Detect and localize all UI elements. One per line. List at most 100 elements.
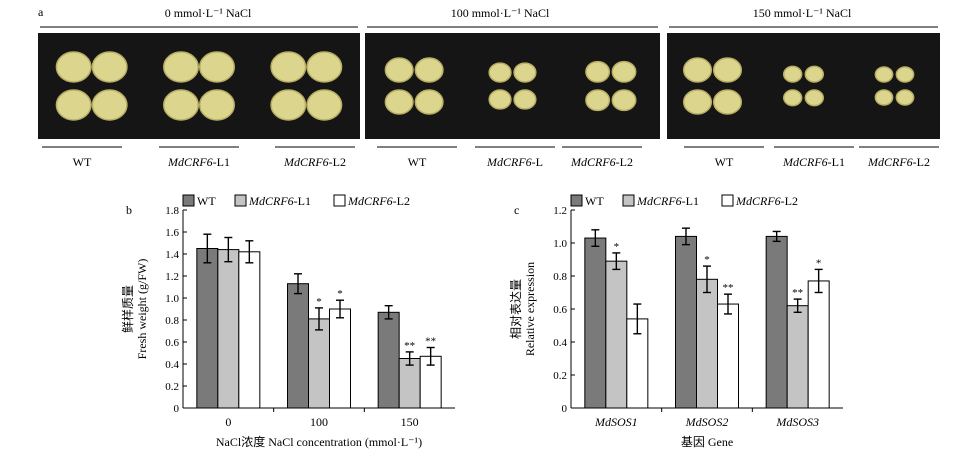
bar: [287, 283, 309, 409]
genotype-label: MdCRF6-L2: [570, 155, 633, 169]
genotype-label: WT: [408, 155, 427, 169]
x-axis-label: 基因 Gene: [681, 435, 733, 449]
bar: [377, 311, 400, 409]
callus-piece: [782, 65, 803, 83]
y-tick-label: 1.6: [165, 227, 179, 239]
genotype-label: MdCRF6-L2: [283, 155, 346, 169]
genotype-label: MdCRF6-L1: [167, 155, 230, 169]
callus-piece: [199, 89, 235, 121]
callus-piece: [804, 65, 825, 83]
bar: [238, 251, 261, 409]
significance-marker: *: [704, 254, 710, 266]
y-tick-label: 0.2: [553, 370, 567, 382]
legend-label: WT: [585, 194, 604, 208]
bar: [329, 308, 351, 409]
y-axis-label: Fresh weight (g/FW): [135, 259, 149, 360]
callus-piece: [91, 89, 128, 121]
callus-piece: [270, 51, 307, 83]
bar: [696, 278, 718, 409]
y-tick-label: 1.4: [165, 249, 179, 261]
x-tick-label: MdSOS3: [775, 415, 819, 429]
callus-piece: [199, 51, 235, 83]
legend-label: WT: [197, 194, 216, 208]
callus-piece: [55, 51, 92, 83]
y-axis-label: Relative expression: [523, 262, 537, 356]
callus-piece: [611, 60, 637, 83]
legend-swatch: [622, 194, 635, 207]
bar: [675, 235, 697, 409]
legend-swatch: [570, 194, 583, 207]
significance-marker: **: [404, 340, 415, 352]
y-axis-label-cn: 鲜样质量: [120, 285, 135, 333]
bar: [196, 248, 219, 409]
significance-marker: **: [792, 287, 803, 299]
significance-marker: *: [816, 257, 822, 269]
x-tick-label: MdSOS2: [685, 415, 729, 429]
panel-a-label: a: [38, 5, 44, 19]
callus-photo-0: [38, 33, 360, 139]
callus-piece: [306, 89, 343, 121]
significance-marker: **: [425, 336, 436, 348]
y-tick-label: 0.6: [165, 337, 179, 349]
callus-piece: [384, 57, 414, 83]
significance-marker: *: [316, 296, 322, 308]
condition-title-1: 100 mmol·L⁻¹ NaCl: [451, 6, 550, 20]
callus-piece: [874, 89, 894, 106]
y-tick-label: 1.2: [553, 205, 567, 217]
callus-photo-2: [667, 33, 940, 139]
fresh-weight-chart: b WT MdCRF6-L1 MdCRF6-L2 0 0.2 0.4 0.6 0.8 1.0 1.2…: [120, 194, 455, 449]
callus-piece: [306, 51, 343, 83]
callus-piece: [804, 89, 825, 107]
callus-piece: [414, 57, 444, 83]
x-axis-label: NaCl浓度 NaCl concentration (mmol·L⁻¹): [216, 434, 422, 449]
callus-piece: [384, 89, 414, 115]
callus-photo-1: [365, 33, 660, 139]
callus-piece: [895, 89, 915, 106]
bar: [584, 237, 607, 409]
genotype-label: WT: [715, 155, 734, 169]
callus-piece: [270, 89, 307, 121]
bar: [308, 318, 330, 409]
y-tick-label: 0: [174, 403, 180, 415]
callus-piece: [682, 89, 713, 115]
y-tick-label: 0: [562, 403, 568, 415]
significance-marker: *: [614, 241, 620, 253]
callus-piece: [414, 89, 444, 115]
callus-piece: [163, 51, 199, 83]
y-tick-label: 0.6: [553, 304, 567, 316]
genotype-label: WT: [73, 155, 92, 169]
bar: [765, 235, 788, 409]
bar: [717, 303, 739, 409]
genotype-label: MdCRF6-L1: [782, 155, 845, 169]
bar: [398, 358, 421, 409]
significance-marker: **: [723, 282, 734, 294]
legend-swatch: [333, 194, 346, 207]
panel-label: b: [126, 203, 132, 217]
callus-piece: [488, 62, 512, 83]
genotype-label: MdCRF6-L2: [867, 155, 930, 169]
legend-label: MdCRF6-L2: [735, 194, 798, 208]
legend-swatch: [721, 194, 734, 207]
y-axis-label-cn: 相对表达量: [509, 279, 523, 339]
callus-piece: [682, 57, 713, 83]
callus-piece: [163, 89, 199, 121]
callus-piece: [488, 89, 512, 110]
callus-piece: [513, 89, 537, 110]
legend-swatch: [234, 194, 247, 207]
y-tick-label: 0.4: [553, 337, 567, 349]
callus-piece: [895, 66, 915, 83]
panel-label: c: [514, 203, 519, 217]
x-tick-label: 100: [310, 415, 328, 429]
relative-expression-chart: c WT MdCRF6-L1 MdCRF6-L2 0 0.2 0.4 0.6 0.8 1.0 1.2…: [509, 194, 843, 449]
genotype-label: MdCRF6-L: [486, 155, 543, 169]
condition-title-0: 0 mmol·L⁻¹ NaCl: [165, 6, 252, 20]
callus-piece: [874, 66, 894, 83]
x-tick-label: MdSOS1: [594, 415, 638, 429]
panel-a-figure: 0 mmol·L⁻¹ NaCl WT MdCRF6-L1 MdCRF6-L2 100 m…: [38, 6, 940, 169]
y-tick-label: 0.2: [165, 381, 179, 393]
significance-marker: *: [337, 288, 343, 300]
y-tick-label: 0.4: [165, 359, 179, 371]
legend-label: MdCRF6-L2: [347, 194, 410, 208]
condition-title-2: 150 mmol·L⁻¹ NaCl: [753, 6, 852, 20]
bar: [807, 280, 830, 409]
